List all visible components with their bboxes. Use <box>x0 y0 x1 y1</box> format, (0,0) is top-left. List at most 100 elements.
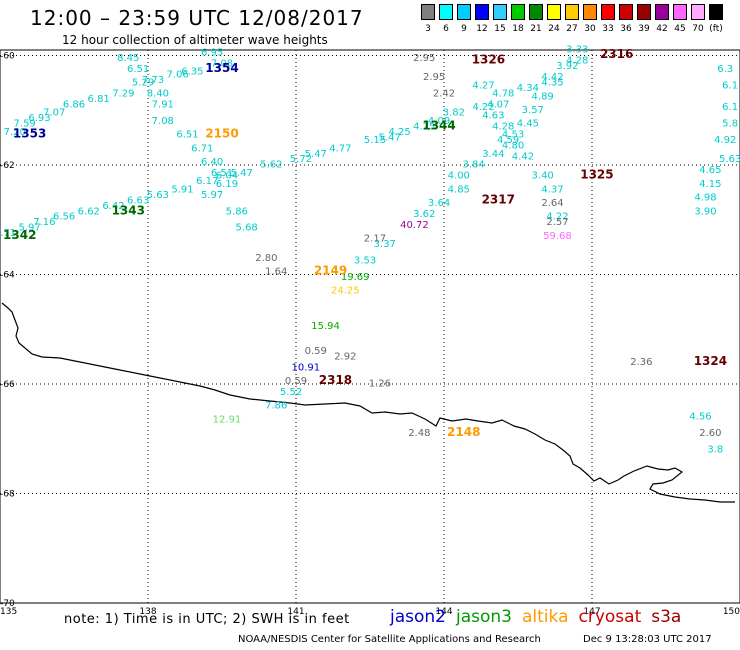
swh-value: 4.22 <box>472 102 494 113</box>
swh-value: 2.36 <box>630 357 652 368</box>
swh-value: 2.57 <box>546 217 568 228</box>
swh-value: 3.8 <box>707 444 723 455</box>
legend-label: 27 <box>566 24 578 34</box>
grid-lines <box>0 50 740 603</box>
swh-value: 12.91 <box>213 414 242 425</box>
legend-label: 70 <box>692 24 704 34</box>
legend-label: 3 <box>425 24 431 34</box>
swh-value: 3.44 <box>482 149 504 160</box>
swh-value: 4.85 <box>448 184 470 195</box>
credit-date: Dec 9 13:28:03 UTC 2017 <box>583 634 712 645</box>
pass-label: 1344 <box>422 118 455 132</box>
swh-value: 7.73 <box>142 75 164 86</box>
swh-value: 7.06 <box>166 69 188 80</box>
legend-swatch <box>529 4 543 20</box>
swh-value: 4.78 <box>492 89 514 100</box>
legend-label: 36 <box>620 24 632 34</box>
legend-label: 12 <box>476 24 488 34</box>
pass-label: 1326 <box>472 53 505 67</box>
legend-swatch <box>601 4 615 20</box>
swh-value: 6.3 <box>717 64 733 75</box>
swh-value: 6.95 <box>201 47 223 58</box>
pass-label: 1342 <box>3 228 36 242</box>
swh-value: 4.28 <box>492 121 514 132</box>
swh-value: 7.08 <box>152 116 174 127</box>
swh-value: 5.47 <box>231 168 253 179</box>
swh-value: 7.29 <box>112 89 134 100</box>
pass-label: 2318 <box>319 373 352 387</box>
swh-value: 6.40 <box>201 157 223 168</box>
swh-values: 8.456.51 7.067.737.086.956.355.297.29 8.40… <box>0 45 740 456</box>
axis-labels: 135 138 141 144 147 150 -60 -62 -64 -66 -68 -70 <box>0 51 740 617</box>
swh-value: 2.42 <box>433 89 455 100</box>
legend-label: 6 <box>443 24 449 34</box>
swh-value: 6.81 <box>88 94 110 105</box>
swh-value: 6.1 <box>722 102 738 113</box>
legend-swatch <box>475 4 489 20</box>
swh-value: 10.91 <box>292 362 321 373</box>
satellite-jason2: jason2 <box>390 607 446 627</box>
swh-value: 7.91 <box>152 99 174 110</box>
swh-value: 5.97 <box>201 190 223 201</box>
swh-value: 3.53 <box>354 256 376 267</box>
swh-value: 4.37 <box>541 184 563 195</box>
swh-value: 5.63 <box>719 154 740 165</box>
swh-value: 4.27 <box>472 80 494 91</box>
swh-value: 4.92 <box>714 135 736 146</box>
swh-value: 4.35 <box>541 78 563 89</box>
swh-value: 2.95 <box>413 53 435 64</box>
swh-value: 4.25 <box>388 127 410 138</box>
swh-value: 5.47 <box>305 149 327 160</box>
swh-value: 3.92 <box>556 61 578 72</box>
satellite-s3a: s3a <box>651 607 682 627</box>
lat-tick-label: -66 <box>0 380 15 390</box>
swh-value: 4.34 <box>517 83 539 94</box>
swh-value: 19.69 <box>341 272 370 283</box>
legend-swatch <box>619 4 633 20</box>
pass-label: 2148 <box>447 425 480 439</box>
lon-tick-label: 135 <box>0 607 17 617</box>
swh-value: 40.72 <box>400 220 429 231</box>
swh-value: 24.25 <box>331 286 360 297</box>
swh-value: 3.62 <box>413 209 435 220</box>
pass-label: 2150 <box>205 127 238 141</box>
swh-value: 2.64 <box>541 198 563 209</box>
swh-value: 3.33 <box>566 45 588 56</box>
units-note: note: 1) Time is in UTC; 2) SWH is in fe… <box>64 612 350 627</box>
pass-label: 2149 <box>314 263 347 277</box>
swh-value: 5.15 <box>364 135 386 146</box>
pass-label: 1325 <box>580 168 613 182</box>
lat-tick-label: -64 <box>0 270 15 280</box>
legend-swatch <box>421 4 435 20</box>
swh-value: 6.1 <box>722 80 738 91</box>
swh-value: 4.45 <box>517 119 539 130</box>
swh-value: 6.51 <box>127 64 149 75</box>
swh-value: 4.59 <box>497 135 519 146</box>
swh-value: 6.17 <box>196 176 218 187</box>
map-subtitle: 12 hour collection of altimeter wave hei… <box>62 33 328 47</box>
swh-value: 2.60 <box>699 428 721 439</box>
swh-value: 4.53 <box>502 130 524 141</box>
swh-value: 2.92 <box>334 351 356 362</box>
legend-swatch <box>673 4 687 20</box>
swh-value: 6.86 <box>63 99 85 110</box>
swh-value: 6.04 <box>216 171 238 182</box>
swh-value: 3.37 <box>374 239 396 250</box>
swh-value: 6.35 <box>181 67 203 78</box>
swh-value: 3.82 <box>443 108 465 119</box>
swh-value: 4.00 <box>448 171 470 182</box>
legend-swatch <box>493 4 507 20</box>
satellite-altika: altika <box>522 607 569 627</box>
pass-label: 2316 <box>600 47 633 61</box>
swh-value: 59.68 <box>543 231 572 242</box>
swh-value: 6.19 <box>216 179 238 190</box>
lon-tick-label: 147 <box>583 607 600 617</box>
pass-label: 2317 <box>482 192 515 206</box>
swh-value: 6.56 <box>53 212 75 223</box>
legend-label: 39 <box>638 24 650 34</box>
swh-value: 3.57 <box>522 105 544 116</box>
swh-value: 0.59 <box>305 346 327 357</box>
swh-value: 4.07 <box>487 99 509 110</box>
legend-swatch <box>709 4 723 20</box>
swh-value: 5.29 <box>132 78 154 89</box>
